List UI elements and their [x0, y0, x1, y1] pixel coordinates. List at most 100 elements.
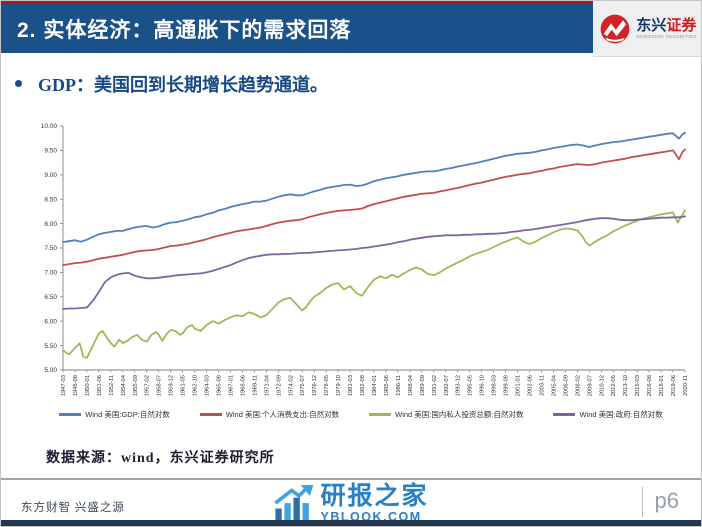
x-axis-label: 1978-05 [324, 375, 330, 396]
x-axis-label: 1976-12 [312, 375, 318, 396]
x-axis-label: 1969-11 [252, 375, 258, 396]
x-axis-label: 1967-01 [228, 375, 234, 396]
x-axis-label: 1986-11 [396, 375, 402, 396]
page-number-separator [642, 487, 643, 517]
logo-name-cn1: 东兴 [636, 16, 667, 34]
legend-line-marker [553, 413, 576, 416]
x-axis-label: 2016-08 [647, 375, 653, 396]
y-axis-label: 5.50 [44, 343, 57, 350]
x-axis-label: 2019-06 [671, 375, 677, 396]
legend-item-0: Wind 美国:GDP:自然对数 [59, 409, 170, 420]
logo-name: 东兴证券 [636, 18, 696, 33]
y-axis-label: 6.50 [44, 294, 57, 301]
header-bar: 2. 实体经济：高通胀下的需求回落 [1, 4, 593, 53]
x-axis-label: 1965-08 [217, 375, 223, 396]
y-axis-label: 7.00 [44, 270, 57, 277]
legend-label: Wind 美国:国内私人投资总额:自然对数 [395, 410, 524, 419]
x-axis-label: 1958-07 [157, 375, 163, 396]
legend-line-marker [199, 413, 222, 416]
x-axis-label: 2003-11 [539, 375, 545, 396]
x-axis-label: 2006-09 [563, 375, 569, 396]
x-axis-label: 1999-08 [504, 375, 510, 396]
x-axis-label: 1954-04 [121, 374, 127, 396]
legend-label: Wind 美国:政府:自然对数 [579, 410, 663, 419]
x-axis-label: 1971-04 [264, 374, 270, 396]
legend-label: Wind 美国:个人消费支出:自然对数 [225, 410, 340, 419]
legend-label: Wind 美国:GDP:自然对数 [85, 410, 170, 419]
bar-chart-arrow-icon [274, 484, 314, 523]
footer-slogan: 东方财智 兴盛之源 [21, 502, 125, 514]
x-axis-label: 1957-02 [145, 375, 151, 396]
x-axis-label: 1979-10 [336, 375, 342, 396]
x-axis-label: 1975-07 [300, 375, 306, 396]
y-axis-label: 6.00 [44, 318, 57, 325]
legend-line-marker [369, 413, 392, 416]
x-axis-label: 2015-03 [635, 375, 641, 396]
company-logo: 东兴证券 DONGXING SECURITIES [593, 1, 701, 57]
x-axis-label: 1948-08 [73, 375, 79, 396]
y-axis-label: 5.00 [44, 367, 57, 374]
x-axis-label: 1962-10 [193, 375, 199, 396]
x-axis-label: 1998-03 [492, 375, 498, 396]
x-axis-label: 1981-03 [348, 375, 354, 396]
x-axis-label: 1947-03 [61, 375, 67, 396]
x-axis-label: 2012-05 [611, 375, 617, 396]
x-axis-label: 1993-12 [456, 375, 462, 396]
dongxing-logo-icon [600, 14, 630, 43]
x-axis-label: 2005-04 [551, 374, 557, 396]
x-axis-label: 2009-07 [587, 375, 593, 396]
x-axis-label: 1982-08 [360, 375, 366, 396]
x-axis-label: 1992-07 [444, 375, 450, 396]
logo-text-block: 东兴证券 DONGXING SECURITIES [636, 18, 696, 40]
legend-item-3: Wind 美国:政府:自然对数 [553, 409, 663, 420]
legend-item-1: Wind 美国:个人消费支出:自然对数 [199, 409, 340, 420]
series-line [62, 215, 686, 310]
logo-subtitle: DONGXING SECURITIES [636, 33, 697, 39]
x-axis-label: 2020-11 [683, 375, 689, 396]
brand-text-block: 研报之家 YBLOOK.COM [320, 484, 428, 524]
footer-divider [1, 478, 701, 480]
x-axis-label: 1991-02 [432, 375, 438, 396]
legend-item-2: Wind 美国:国内私人投资总额:自然对数 [369, 409, 523, 420]
y-axis-label: 9.00 [44, 172, 57, 179]
y-axis-label: 8.00 [44, 221, 57, 228]
y-axis-label: 9.50 [44, 148, 57, 155]
page-number: p6 [654, 488, 679, 513]
x-axis-label: 2018-01 [659, 375, 665, 396]
watermark-brand: 研报之家 YBLOOK.COM [273, 484, 428, 524]
page-title: 2. 实体经济：高通胀下的需求回落 [17, 18, 352, 42]
x-axis-label: 1985-06 [384, 375, 390, 396]
x-axis-label: 1955-09 [133, 375, 139, 396]
series-line [62, 209, 686, 359]
x-axis-label: 2008-02 [575, 375, 581, 396]
chart-legend: Wind 美国:GDP:自然对数 Wind 美国:个人消费支出:自然对数 Wind … [31, 409, 691, 420]
legend-line-marker [59, 413, 82, 416]
x-axis-label: 2002-06 [528, 375, 534, 396]
x-axis-label: 1988-04 [408, 374, 414, 396]
x-axis-label: 1951-06 [97, 375, 103, 396]
brand-name: 研报之家 [320, 482, 429, 510]
footer-bottom-bar [1, 520, 701, 526]
x-axis-label: 1952-11 [109, 375, 115, 396]
x-axis-label: 1974-02 [288, 375, 294, 396]
y-axis-label: 10.00 [41, 123, 58, 130]
y-axis-label: 7.50 [44, 245, 57, 252]
bullet-row: GDP：美国回到长期增长趋势通道。 [15, 71, 691, 97]
y-axis-label: 8.50 [44, 196, 57, 203]
bullet-text: GDP：美国回到长期增长趋势通道。 [38, 75, 328, 95]
logo-name-cn2: 证券 [666, 16, 697, 34]
data-source-note: 数据来源：wind，东兴证券研究所 [46, 451, 275, 466]
x-axis-label: 2001-01 [516, 375, 522, 396]
x-axis-label: 1996-10 [480, 375, 486, 396]
x-axis-label: 1972-09 [276, 375, 282, 396]
x-axis-label: 1968-06 [240, 375, 246, 396]
x-axis-label: 1995-05 [468, 375, 474, 396]
x-axis-label: 1964-03 [205, 375, 211, 396]
header-accent-stripe [1, 1, 593, 4]
x-axis-label: 1959-12 [169, 375, 175, 396]
x-axis-label: 2010-12 [599, 375, 605, 396]
x-axis-label: 1961-05 [181, 375, 187, 396]
x-axis-label: 1984-01 [372, 375, 378, 396]
x-axis-label: 1989-09 [420, 375, 426, 396]
